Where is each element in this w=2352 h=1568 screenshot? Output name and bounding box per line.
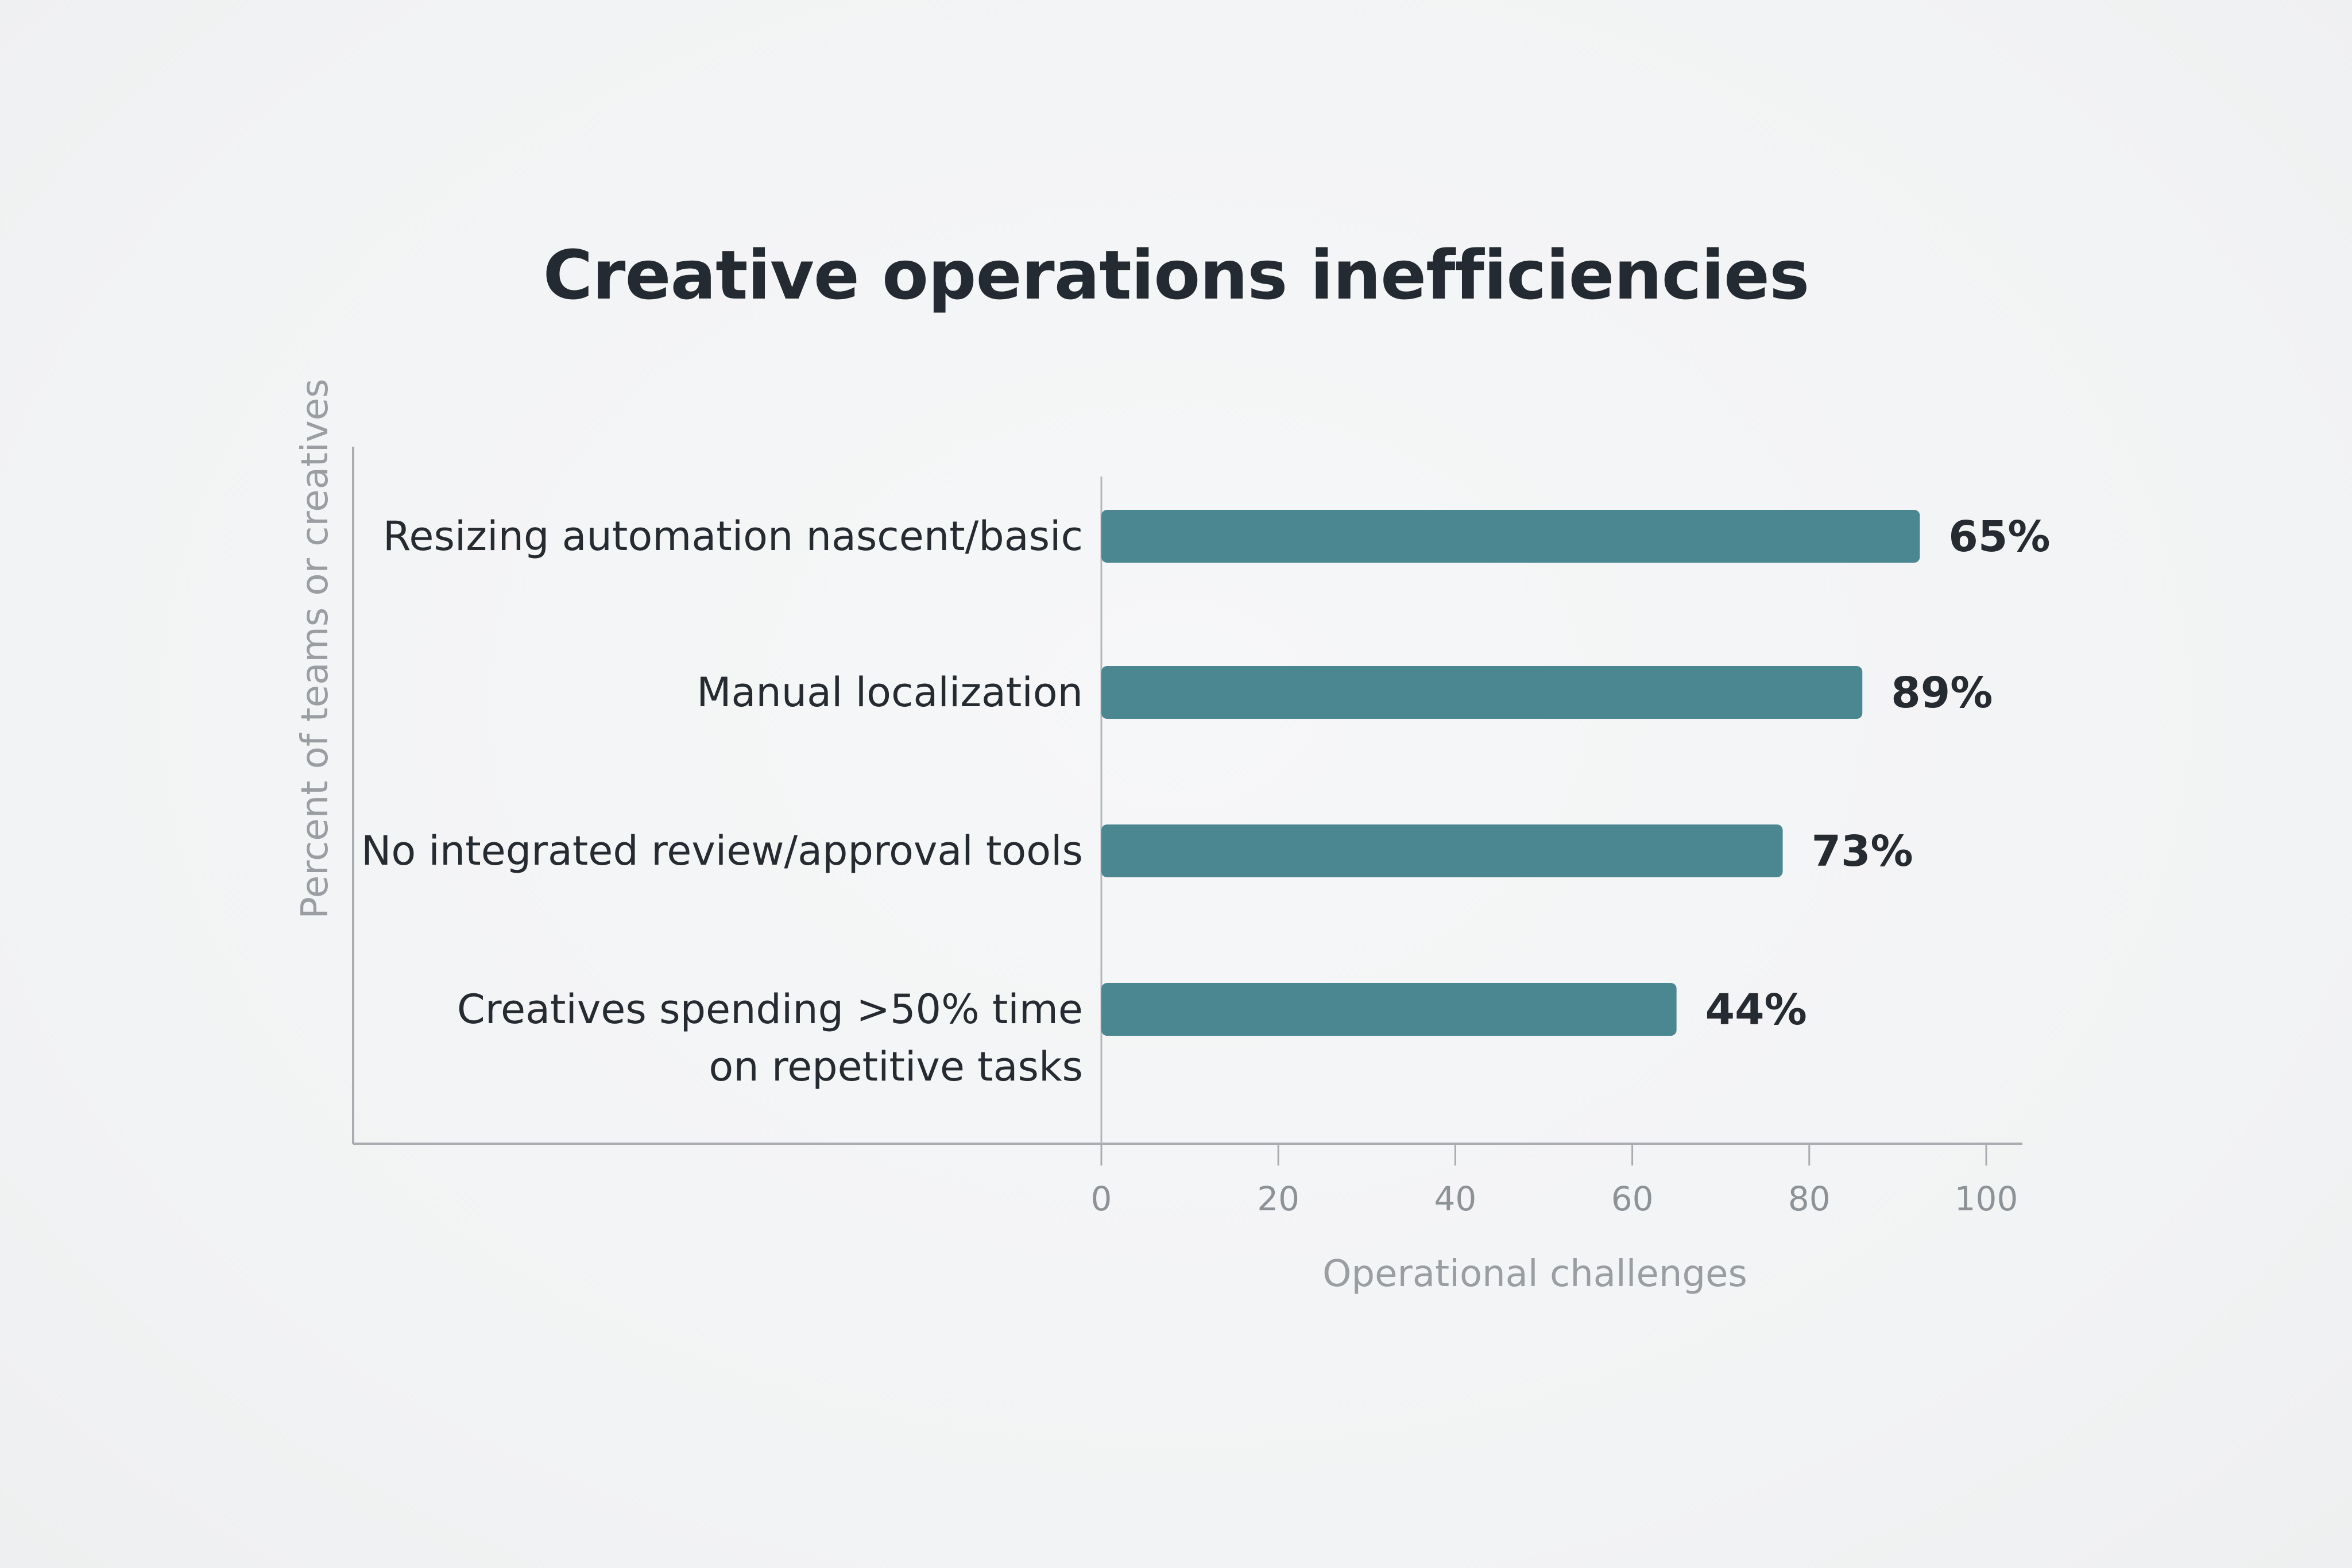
value-label: 89% [1891,668,1993,718]
bar [1101,666,1863,719]
bar [1101,983,1677,1036]
x-tick-label: 60 [1611,1179,1654,1218]
x-ticks-group: 0 20 40 60 80 100 [1091,1144,2018,1218]
category-label: Creatives spending >50% time [457,986,1083,1033]
value-label: 73% [1812,827,1913,876]
bars-group: 65% Resizing automation nascent/basic 89% M… [361,510,2051,1090]
value-label: 44% [1705,985,1807,1035]
category-label: on repetitive tasks [709,1043,1083,1090]
value-label: 65% [1948,512,2050,562]
x-tick-label: 40 [1434,1179,1476,1218]
x-tick-label: 0 [1091,1179,1112,1218]
bar [1101,824,1783,877]
category-label: Resizing automation nascent/basic [383,513,1083,560]
chart-title: Creative operations inefficiencies [543,235,1810,315]
category-label: No integrated review/approval tools [361,827,1083,874]
y-axis-title: Percent of teams or creatives [294,379,336,919]
x-tick-label: 80 [1788,1179,1831,1218]
bar [1101,510,1920,563]
x-tick-label: 20 [1257,1179,1299,1218]
category-label: Manual localization [697,669,1083,716]
x-tick-label: 100 [1955,1179,2018,1218]
x-axis-title: Operational challenges [1322,1253,1747,1295]
